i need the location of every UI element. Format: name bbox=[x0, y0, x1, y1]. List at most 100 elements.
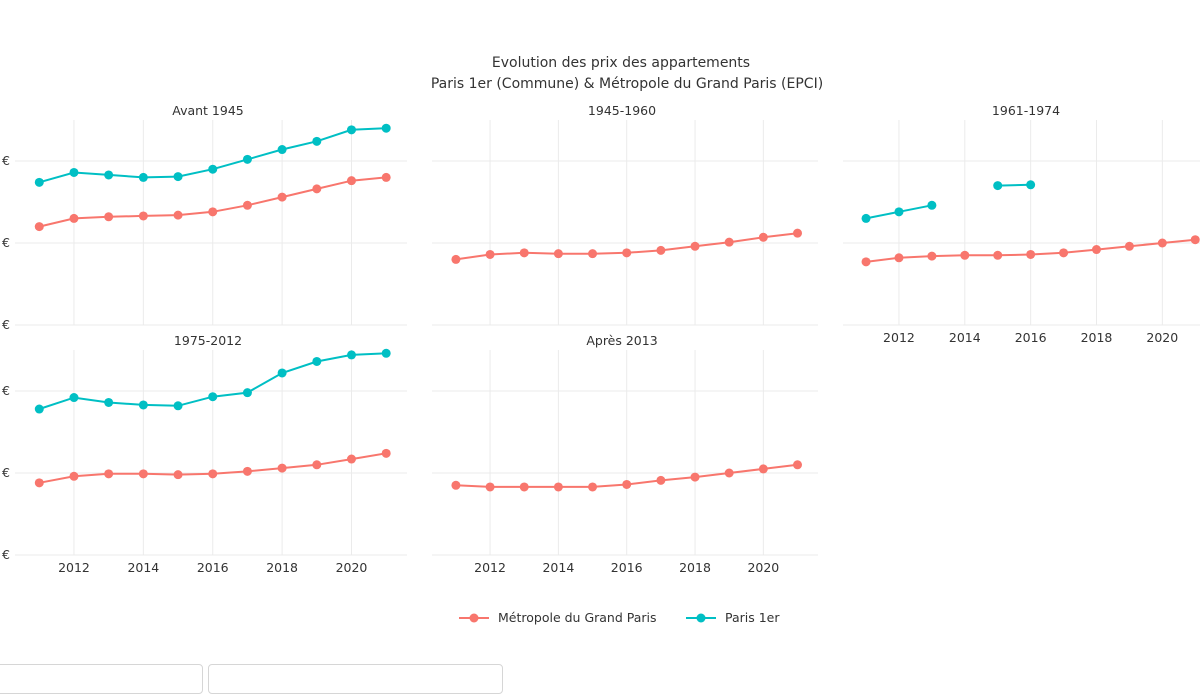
data-point[interactable] bbox=[242, 466, 252, 476]
data-point[interactable] bbox=[173, 210, 183, 220]
series-line bbox=[997, 183, 1031, 187]
data-point[interactable] bbox=[1157, 238, 1167, 248]
data-point[interactable] bbox=[588, 482, 598, 492]
data-point[interactable] bbox=[104, 170, 114, 180]
data-point[interactable] bbox=[1026, 249, 1036, 259]
data-point[interactable] bbox=[690, 241, 700, 251]
data-point[interactable] bbox=[277, 145, 287, 155]
data-point[interactable] bbox=[381, 448, 391, 458]
data-point[interactable] bbox=[277, 368, 287, 378]
data-point[interactable] bbox=[242, 388, 252, 398]
data-point[interactable] bbox=[208, 164, 218, 174]
data-point[interactable] bbox=[894, 253, 904, 263]
data-point[interactable] bbox=[173, 401, 183, 411]
data-point[interactable] bbox=[138, 469, 148, 479]
data-point[interactable] bbox=[519, 482, 529, 492]
y-tick-label: € bbox=[2, 235, 10, 250]
data-point[interactable] bbox=[242, 154, 252, 164]
data-point[interactable] bbox=[208, 392, 218, 402]
data-point[interactable] bbox=[312, 136, 322, 146]
data-point[interactable] bbox=[381, 348, 391, 358]
data-point[interactable] bbox=[69, 213, 79, 223]
data-point[interactable] bbox=[104, 397, 114, 407]
data-point[interactable] bbox=[451, 480, 461, 490]
data-point[interactable] bbox=[208, 207, 218, 217]
data-point[interactable] bbox=[173, 172, 183, 182]
data-point[interactable] bbox=[34, 478, 44, 488]
data-point[interactable] bbox=[208, 469, 218, 479]
data-point[interactable] bbox=[312, 460, 322, 470]
data-point[interactable] bbox=[346, 454, 356, 464]
data-point[interactable] bbox=[553, 482, 563, 492]
data-point[interactable] bbox=[519, 248, 529, 258]
data-point[interactable] bbox=[34, 222, 44, 232]
data-point[interactable] bbox=[104, 469, 114, 479]
x-tick-label: 2012 bbox=[883, 330, 915, 345]
data-point[interactable] bbox=[312, 356, 322, 366]
data-point[interactable] bbox=[656, 245, 666, 255]
data-point[interactable] bbox=[1026, 180, 1036, 190]
data-point[interactable] bbox=[553, 249, 563, 259]
data-point[interactable] bbox=[485, 482, 495, 492]
data-point[interactable] bbox=[34, 404, 44, 414]
data-point[interactable] bbox=[381, 123, 391, 133]
data-point[interactable] bbox=[927, 200, 937, 210]
data-point[interactable] bbox=[927, 251, 937, 261]
data-point[interactable] bbox=[242, 200, 252, 210]
data-point[interactable] bbox=[894, 207, 904, 217]
data-point[interactable] bbox=[861, 257, 871, 267]
series-0 bbox=[861, 235, 1200, 267]
data-point[interactable] bbox=[381, 172, 391, 182]
data-point[interactable] bbox=[1091, 245, 1101, 255]
legend: Métropole du Grand Paris Paris 1er bbox=[459, 610, 780, 625]
data-point[interactable] bbox=[138, 400, 148, 410]
x-tick-label: 2012 bbox=[474, 560, 506, 575]
legend-item[interactable]: Métropole du Grand Paris bbox=[459, 610, 657, 625]
data-point[interactable] bbox=[104, 212, 114, 222]
facet-panel-4: Après 2013 2012 2014 2016 2018 2020 bbox=[432, 333, 818, 575]
data-point[interactable] bbox=[656, 475, 666, 485]
data-point[interactable] bbox=[960, 250, 970, 260]
series-1 bbox=[861, 180, 1036, 223]
control-box-left[interactable] bbox=[0, 664, 203, 694]
data-point[interactable] bbox=[346, 176, 356, 186]
legend-key-point bbox=[469, 613, 479, 623]
data-point[interactable] bbox=[277, 192, 287, 202]
data-point[interactable] bbox=[69, 393, 79, 403]
data-point[interactable] bbox=[1124, 241, 1134, 251]
data-point[interactable] bbox=[758, 232, 768, 242]
data-point[interactable] bbox=[346, 350, 356, 360]
data-point[interactable] bbox=[138, 172, 148, 182]
data-point[interactable] bbox=[277, 463, 287, 473]
data-point[interactable] bbox=[69, 471, 79, 481]
data-point[interactable] bbox=[622, 479, 632, 489]
data-point[interactable] bbox=[724, 468, 734, 478]
data-point[interactable] bbox=[724, 237, 734, 247]
data-point[interactable] bbox=[485, 249, 495, 259]
data-point[interactable] bbox=[993, 250, 1003, 260]
data-point[interactable] bbox=[758, 464, 768, 474]
data-point[interactable] bbox=[1190, 235, 1200, 245]
legend-item[interactable]: Paris 1er bbox=[686, 610, 780, 625]
x-tick-label: 2016 bbox=[197, 560, 229, 575]
data-point[interactable] bbox=[588, 249, 598, 259]
facet-title: Avant 1945 bbox=[172, 103, 243, 118]
data-point[interactable] bbox=[138, 211, 148, 221]
data-point[interactable] bbox=[69, 167, 79, 177]
data-point[interactable] bbox=[34, 177, 44, 187]
data-point[interactable] bbox=[793, 228, 803, 238]
data-point[interactable] bbox=[451, 254, 461, 264]
data-point[interactable] bbox=[622, 248, 632, 258]
data-point[interactable] bbox=[861, 213, 871, 223]
data-point[interactable] bbox=[993, 181, 1003, 191]
legend-label: Métropole du Grand Paris bbox=[498, 610, 657, 625]
data-point[interactable] bbox=[1059, 248, 1069, 258]
facets-layer: Avant 1945 € € €1945-1960 1961-1974 2012 2014 2… bbox=[2, 103, 1200, 575]
data-point[interactable] bbox=[793, 460, 803, 470]
data-point[interactable] bbox=[173, 470, 183, 480]
control-box-right[interactable] bbox=[208, 664, 503, 694]
data-point[interactable] bbox=[346, 125, 356, 135]
data-point[interactable] bbox=[690, 472, 700, 482]
facet-panel-1: 1945-1960 bbox=[432, 103, 818, 326]
data-point[interactable] bbox=[312, 184, 322, 194]
